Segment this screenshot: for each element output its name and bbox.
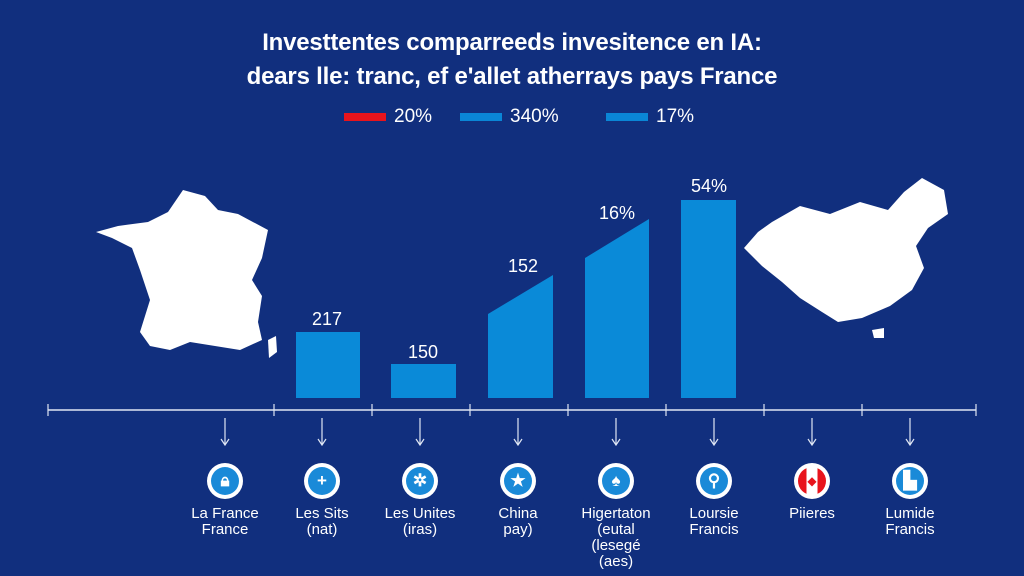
star-icon: ★ xyxy=(500,463,536,499)
plus-icon: + xyxy=(304,463,340,499)
legend-item: 340% xyxy=(460,106,559,128)
legend-label: 340% xyxy=(510,106,559,127)
category-label-line: Loursie xyxy=(689,505,739,522)
category-label-line: La France xyxy=(191,505,259,522)
category-label-line: Les Unites xyxy=(384,505,456,522)
category-label: Les Unites (iras) xyxy=(360,506,480,538)
category-label: Piieres xyxy=(752,506,872,522)
legend-item: 20% xyxy=(344,106,432,128)
category-label-line: pay) xyxy=(503,521,533,538)
down-arrow-icon xyxy=(220,418,230,447)
category-label-line: Piieres xyxy=(789,505,835,522)
bar xyxy=(391,364,456,398)
legend-label: 20% xyxy=(394,106,433,127)
legend-item: 17% xyxy=(606,106,694,128)
chart-title: Investtentes comparreeds invesitence en … xyxy=(0,26,1024,94)
legend-swatch xyxy=(460,113,502,121)
down-arrow-icon xyxy=(709,418,719,447)
hainan-map xyxy=(872,328,884,338)
title-line-2: dears lle: tranc, ef e'allet atherrays p… xyxy=(246,63,778,90)
category-label-line: Higertaton xyxy=(581,505,651,522)
category-label: China pay) xyxy=(458,506,578,538)
down-arrow-icon xyxy=(905,418,915,447)
eu-stars-icon: ✲ xyxy=(402,463,438,499)
category-label-line: (nat) xyxy=(306,521,338,538)
legend-swatch xyxy=(344,113,386,121)
bar xyxy=(488,275,553,398)
category-label-line: Lumide xyxy=(885,505,935,522)
bar xyxy=(296,332,360,398)
category-label-line: Francis xyxy=(885,521,935,538)
tree-icon: ♠ xyxy=(598,463,634,499)
category-label: Loursie Francis xyxy=(654,506,774,538)
category-label-line: (eutal xyxy=(597,521,635,538)
legend: 20% 340% 17% xyxy=(0,106,1024,130)
down-arrow-icon xyxy=(415,418,425,447)
title-line-1: Investtentes comparreeds invesitence en … xyxy=(262,29,762,56)
category-label-line: (lesegé xyxy=(591,537,641,554)
people-icon: ▙ xyxy=(892,463,928,499)
corsica-map xyxy=(268,336,277,358)
legend-label: 17% xyxy=(656,106,695,127)
france-map xyxy=(96,190,268,350)
category-label-line: France xyxy=(201,521,249,538)
bar-value-label: 217 xyxy=(312,309,342,329)
down-arrow-icon xyxy=(807,418,817,447)
category-label-line: China xyxy=(498,505,538,522)
china-map xyxy=(744,178,948,322)
bar-value-label: 54% xyxy=(691,176,727,196)
category-label-line: (aes) xyxy=(598,553,634,570)
lock-icon: 🔒︎ xyxy=(207,463,243,499)
bar-value-label: 150 xyxy=(408,342,438,362)
down-arrow-icon xyxy=(513,418,523,447)
category-label-line: Francis xyxy=(689,521,739,538)
category-label-line: Les Sits xyxy=(295,505,349,522)
bar xyxy=(585,219,649,398)
category-label: Lumide Francis xyxy=(850,506,970,538)
category-label-line: (iras) xyxy=(402,521,438,538)
bar xyxy=(681,200,736,398)
bar-value-label: 16% xyxy=(599,203,635,223)
canada-flag-icon: ◆ xyxy=(794,463,830,499)
category-label: Higertaton (eutal (lesegé (aes) xyxy=(556,506,676,570)
down-arrow-icon xyxy=(317,418,327,447)
category-label: La France France xyxy=(165,506,285,538)
category-label: Les Sits (nat) xyxy=(262,506,382,538)
satellite-icon: ⚲ xyxy=(696,463,732,499)
down-arrow-icon xyxy=(611,418,621,447)
legend-swatch xyxy=(606,113,648,121)
bar-value-label: 152 xyxy=(508,256,538,276)
